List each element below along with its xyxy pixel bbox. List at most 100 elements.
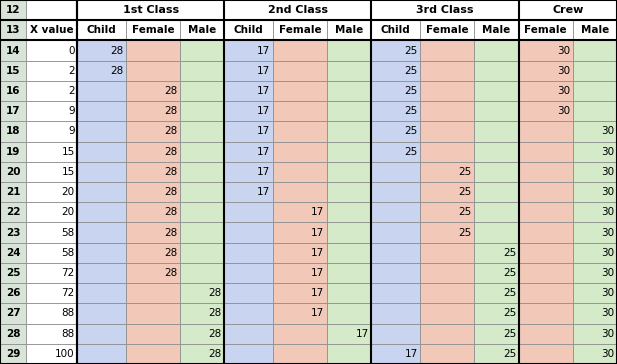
Bar xyxy=(0,121,27,142)
Bar xyxy=(0,303,27,324)
Bar xyxy=(327,81,371,101)
Text: 30: 30 xyxy=(602,167,615,177)
Bar xyxy=(420,202,474,222)
Text: Child: Child xyxy=(87,25,117,35)
Bar xyxy=(225,162,273,182)
Bar xyxy=(225,101,273,121)
Text: 28: 28 xyxy=(164,248,178,258)
Bar xyxy=(273,222,327,243)
Bar xyxy=(225,20,273,40)
Bar xyxy=(126,101,180,121)
Bar xyxy=(273,324,327,344)
Bar xyxy=(273,20,327,40)
Bar xyxy=(420,344,474,364)
Text: 30: 30 xyxy=(602,207,615,217)
Bar xyxy=(371,101,420,121)
Text: 18: 18 xyxy=(6,126,20,136)
Bar xyxy=(180,182,225,202)
Bar xyxy=(474,182,518,202)
Text: 30: 30 xyxy=(602,248,615,258)
Bar xyxy=(126,40,180,61)
Bar xyxy=(225,283,273,303)
Bar xyxy=(27,0,77,20)
Bar xyxy=(0,0,27,20)
Bar xyxy=(77,222,126,243)
Text: 25: 25 xyxy=(404,106,418,116)
Text: Child: Child xyxy=(234,25,263,35)
Bar xyxy=(327,344,371,364)
Text: 25: 25 xyxy=(458,228,471,238)
Text: 28: 28 xyxy=(164,187,178,197)
Bar xyxy=(126,324,180,344)
Bar xyxy=(474,283,518,303)
Bar xyxy=(327,182,371,202)
Bar xyxy=(77,324,126,344)
Text: 28: 28 xyxy=(164,147,178,157)
Bar xyxy=(273,303,327,324)
Bar xyxy=(180,40,225,61)
Text: 28: 28 xyxy=(209,329,222,339)
Bar xyxy=(180,142,225,162)
Bar xyxy=(126,263,180,283)
Text: 17: 17 xyxy=(257,46,270,56)
Bar xyxy=(0,263,27,283)
Bar xyxy=(126,202,180,222)
Bar xyxy=(474,121,518,142)
Bar xyxy=(573,202,617,222)
Bar xyxy=(420,324,474,344)
Bar xyxy=(126,283,180,303)
Bar xyxy=(77,263,126,283)
Bar xyxy=(420,121,474,142)
Text: 22: 22 xyxy=(6,207,20,217)
Bar xyxy=(573,324,617,344)
Bar xyxy=(573,101,617,121)
Bar xyxy=(420,303,474,324)
Bar xyxy=(327,263,371,283)
Bar xyxy=(371,121,420,142)
Bar xyxy=(573,182,617,202)
Bar xyxy=(327,324,371,344)
Bar xyxy=(180,162,225,182)
Bar xyxy=(573,283,617,303)
Bar xyxy=(180,263,225,283)
Bar xyxy=(474,263,518,283)
Bar xyxy=(77,243,126,263)
Text: 2: 2 xyxy=(68,66,75,76)
Bar xyxy=(77,182,126,202)
Bar xyxy=(327,61,371,81)
Text: 27: 27 xyxy=(6,308,20,318)
Text: 0: 0 xyxy=(68,46,75,56)
Bar xyxy=(126,303,180,324)
Bar xyxy=(77,142,126,162)
Text: Child: Child xyxy=(381,25,411,35)
Text: 58: 58 xyxy=(62,228,75,238)
Bar xyxy=(126,20,180,40)
Bar xyxy=(420,162,474,182)
Text: 28: 28 xyxy=(164,268,178,278)
Bar xyxy=(0,142,27,162)
Bar xyxy=(573,121,617,142)
Bar xyxy=(474,202,518,222)
Text: 88: 88 xyxy=(62,329,75,339)
Bar xyxy=(518,162,573,182)
Text: 72: 72 xyxy=(62,268,75,278)
Text: Female: Female xyxy=(279,25,321,35)
Bar xyxy=(0,162,27,182)
Bar xyxy=(273,40,327,61)
Text: 16: 16 xyxy=(6,86,20,96)
Bar xyxy=(180,61,225,81)
Bar xyxy=(77,162,126,182)
Bar xyxy=(573,61,617,81)
Bar xyxy=(371,243,420,263)
Bar xyxy=(225,344,273,364)
Bar xyxy=(273,142,327,162)
Bar xyxy=(327,303,371,324)
Bar xyxy=(273,344,327,364)
Text: 24: 24 xyxy=(6,248,20,258)
Bar xyxy=(371,182,420,202)
Text: 20: 20 xyxy=(62,207,75,217)
Bar xyxy=(273,243,327,263)
Bar xyxy=(225,81,273,101)
Text: 28: 28 xyxy=(164,86,178,96)
Text: 9: 9 xyxy=(68,126,75,136)
